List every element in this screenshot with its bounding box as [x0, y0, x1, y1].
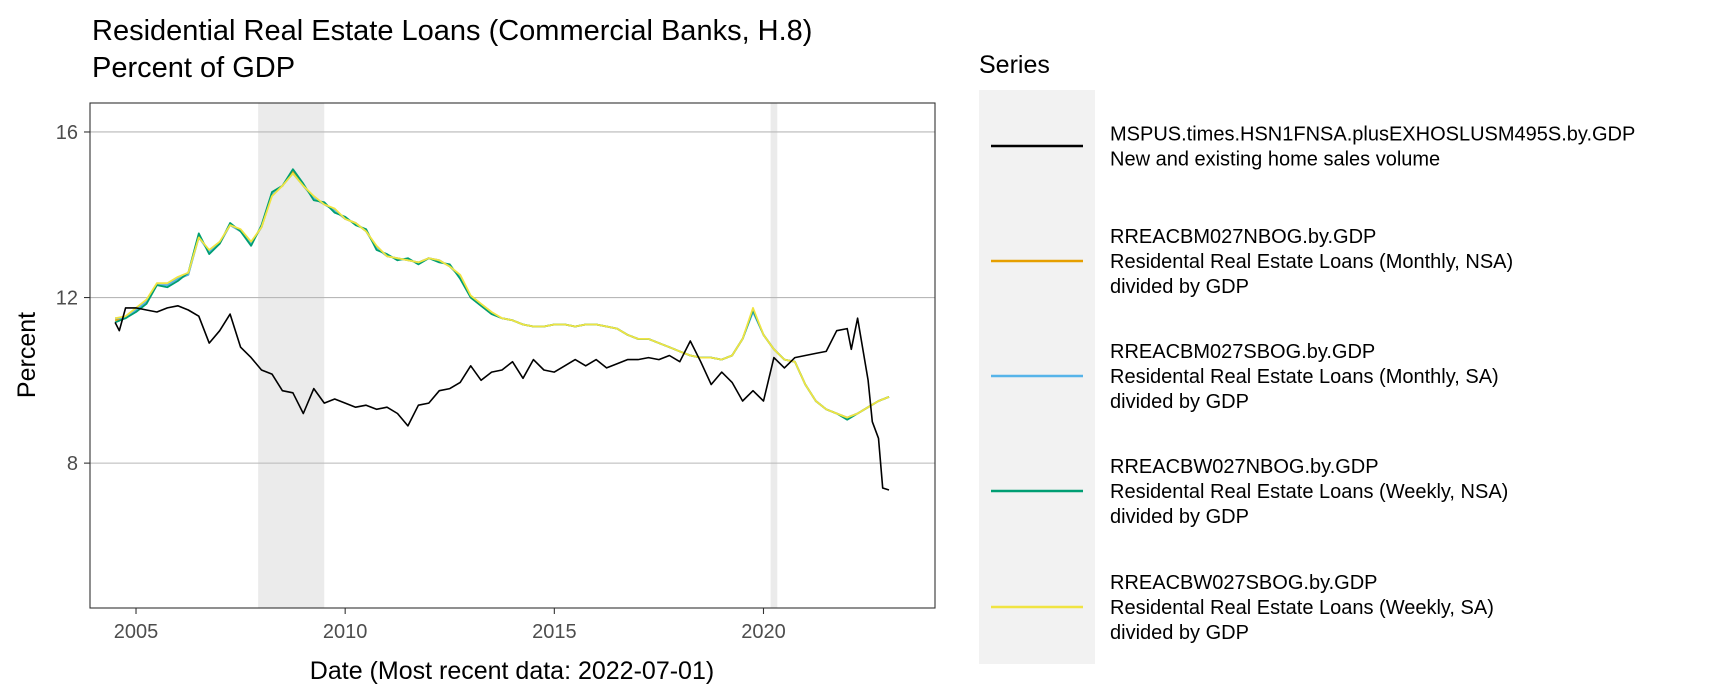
chart-title: Residential Real Estate Loans (Commercia…: [92, 15, 812, 47]
legend-label-5-line-1: RREACBW027SBOG.by.GDP: [1110, 572, 1377, 594]
legend-label-3-line-2: Residental Real Estate Loans (Monthly, S…: [1110, 366, 1499, 388]
panel-background: [90, 103, 935, 608]
recession-band-2: [770, 103, 778, 608]
y-tick-label-12: 12: [56, 288, 78, 310]
y-axis-label: Percent: [13, 312, 41, 398]
legend-label-1-line-2: New and existing home sales volume: [1110, 149, 1440, 171]
panel-border: [89, 102, 936, 609]
legend-label-5-line-2: Residental Real Estate Loans (Weekly, SA…: [1110, 597, 1494, 619]
chart-subtitle: Percent of GDP: [92, 52, 295, 84]
legend-label-4-line-2: Residental Real Estate Loans (Weekly, NS…: [1110, 481, 1508, 503]
x-tick-label-2015: 2015: [532, 621, 577, 643]
x-tick-label-2010: 2010: [323, 621, 368, 643]
legend-label-2-line-3: divided by GDP: [1110, 276, 1249, 298]
legend: Series MSPUS.times.HSN1FNSA.plusEXHOSLUS…: [979, 51, 1635, 664]
legend-label-4-line-3: divided by GDP: [1110, 506, 1249, 528]
legend-item-5: RREACBW027SBOG.by.GDP Residental Real Est…: [991, 572, 1494, 644]
y-axis: 8 12 16: [56, 122, 90, 475]
legend-label-3-line-1: RREACBM027SBOG.by.GDP: [1110, 341, 1375, 363]
legend-label-1-line-1: MSPUS.times.HSN1FNSA.plusEXHOSLUSM495S.b…: [1110, 124, 1635, 146]
legend-item-1: MSPUS.times.HSN1FNSA.plusEXHOSLUSM495S.b…: [991, 124, 1635, 171]
x-tick-label-2020: 2020: [741, 621, 786, 643]
y-tick-label-8: 8: [67, 453, 78, 475]
x-tick-label-2005: 2005: [114, 621, 159, 643]
legend-label-5-line-3: divided by GDP: [1110, 622, 1249, 644]
legend-title: Series: [979, 51, 1050, 79]
series-lines: [114, 168, 890, 491]
series-line-5: [114, 172, 890, 419]
plot-area: 2005 2010 2015 2020 8 12 16: [56, 102, 936, 643]
x-axis-label: Date (Most recent data: 2022-07-01): [310, 657, 714, 685]
legend-label-2-line-2: Residental Real Estate Loans (Monthly, N…: [1110, 251, 1513, 273]
gridlines: [90, 131, 935, 464]
x-axis: 2005 2010 2015 2020: [114, 608, 786, 643]
legend-label-2-line-1: RREACBM027NBOG.by.GDP: [1110, 226, 1376, 248]
y-tick-label-16: 16: [56, 122, 78, 144]
legend-item-2: RREACBM027NBOG.by.GDP Residental Real Est…: [991, 226, 1513, 298]
legend-label-3-line-3: divided by GDP: [1110, 391, 1249, 413]
recession-shading: [258, 103, 778, 608]
legend-item-4: RREACBW027NBOG.by.GDP Residental Real Est…: [991, 456, 1508, 528]
legend-item-3: RREACBM027SBOG.by.GDP Residental Real Est…: [991, 341, 1499, 413]
recession-band-1: [258, 103, 325, 608]
legend-label-4-line-1: RREACBW027NBOG.by.GDP: [1110, 456, 1379, 478]
series-line-1: [114, 304, 890, 491]
